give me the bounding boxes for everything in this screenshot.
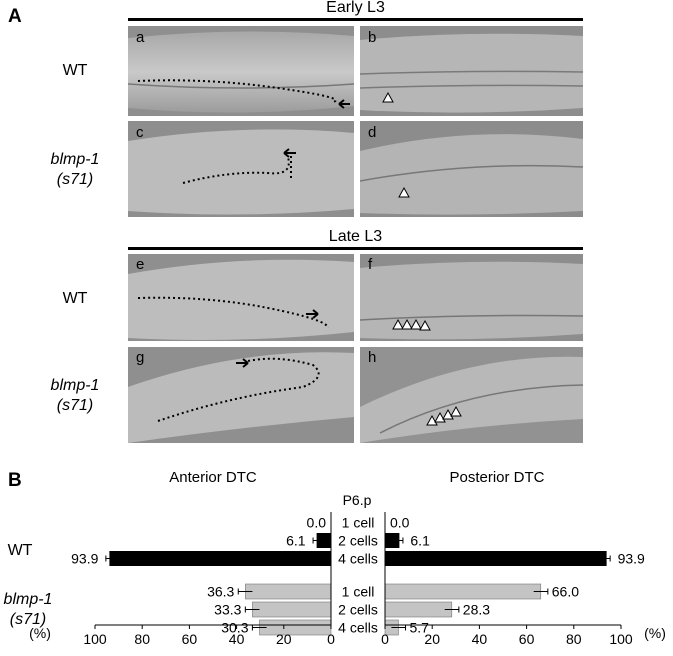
left-tick-label: 0 (327, 631, 335, 647)
anterior-value-label: 30.3 (221, 620, 248, 636)
axis-unit-left: (%) (29, 625, 51, 641)
posterior-value-label: 66.0 (552, 584, 579, 600)
posterior-value-label: 5.7 (409, 620, 429, 636)
posterior-title: Posterior DTC (449, 469, 544, 486)
sub-h-label: h (368, 349, 377, 366)
sub-b-label: b (368, 29, 377, 46)
late-l3-title: Late L3 (328, 228, 383, 245)
right-tick-label: 40 (472, 631, 488, 647)
posterior-value-label: 28.3 (463, 602, 490, 618)
micrograph-b (360, 26, 583, 116)
anterior-bar (252, 601, 332, 618)
category-label: 1 cell (342, 584, 375, 600)
axis-unit-right: (%) (644, 625, 666, 641)
right-tick-label: 0 (381, 631, 389, 647)
right-tick-label: 80 (566, 631, 582, 647)
row-label-blmp-early: blmp-1 (s71) (50, 151, 100, 188)
sub-d-label: d (368, 124, 377, 141)
category-label: 2 cells (338, 533, 378, 549)
left-tick-label: 40 (229, 631, 245, 647)
early-l3-rule (128, 18, 583, 21)
right-tick-label: 100 (609, 631, 633, 647)
left-tick-label: 80 (134, 631, 150, 647)
posterior-bar (385, 551, 607, 566)
anterior-bar (245, 583, 332, 600)
anterior-bar (109, 551, 331, 566)
left-tick-label: 20 (276, 631, 292, 647)
category-label: 4 cells (338, 551, 378, 567)
micrograph-e (128, 254, 354, 341)
anterior-value-label: 93.9 (71, 551, 98, 567)
butterfly-bar-chart: Anterior DTC Posterior DTC P6.p 0.0 0.0 1 … (29, 469, 666, 647)
posterior-bar (385, 533, 400, 548)
sub-f-label: f (368, 256, 373, 273)
sub-g-label: g (136, 349, 145, 366)
right-tick-label: 20 (424, 631, 440, 647)
anterior-bar (316, 533, 331, 548)
panel-b-letter: B (8, 470, 22, 491)
left-tick-label: 60 (182, 631, 198, 647)
posterior-value-label: 0.0 (390, 515, 410, 531)
micrograph-d (360, 121, 583, 217)
posterior-bar (384, 583, 542, 600)
early-l3-title: Early L3 (326, 0, 385, 16)
chart-group-label-blmp: blmp-1 (s71) (3, 591, 53, 628)
panel-a-letter: A (8, 6, 22, 27)
row-label-wt-late: WT (62, 290, 88, 307)
right-tick-label: 60 (519, 631, 535, 647)
micrograph-g (128, 347, 354, 443)
posterior-value-label: 93.9 (618, 551, 645, 567)
anterior-value-label: 6.1 (286, 533, 306, 549)
category-label: 1 cell (342, 515, 375, 531)
anterior-title: Anterior DTC (169, 469, 257, 486)
posterior-bar (384, 601, 453, 618)
category-label: 4 cells (338, 620, 378, 636)
row-label-wt-early: WT (62, 62, 88, 79)
micrograph-a (128, 26, 354, 116)
row-label-blmp-late: blmp-1 (s71) (50, 377, 100, 414)
chart-group-label-wt: WT (7, 542, 33, 559)
center-title: P6.p (343, 492, 372, 508)
sub-a-label: a (136, 29, 145, 46)
micrograph-f (360, 254, 583, 341)
left-tick-label: 100 (83, 631, 107, 647)
sub-c-label: c (136, 124, 144, 141)
micrograph-h (360, 347, 583, 443)
micrograph-c (128, 121, 354, 217)
category-label: 2 cells (338, 602, 378, 618)
late-l3-rule (128, 247, 583, 250)
anterior-bar (259, 619, 332, 636)
sub-e-label: e (136, 256, 145, 273)
anterior-value-label: 0.0 (307, 515, 327, 531)
anterior-value-label: 33.3 (214, 602, 241, 618)
posterior-value-label: 6.1 (410, 533, 430, 549)
anterior-value-label: 36.3 (207, 584, 234, 600)
